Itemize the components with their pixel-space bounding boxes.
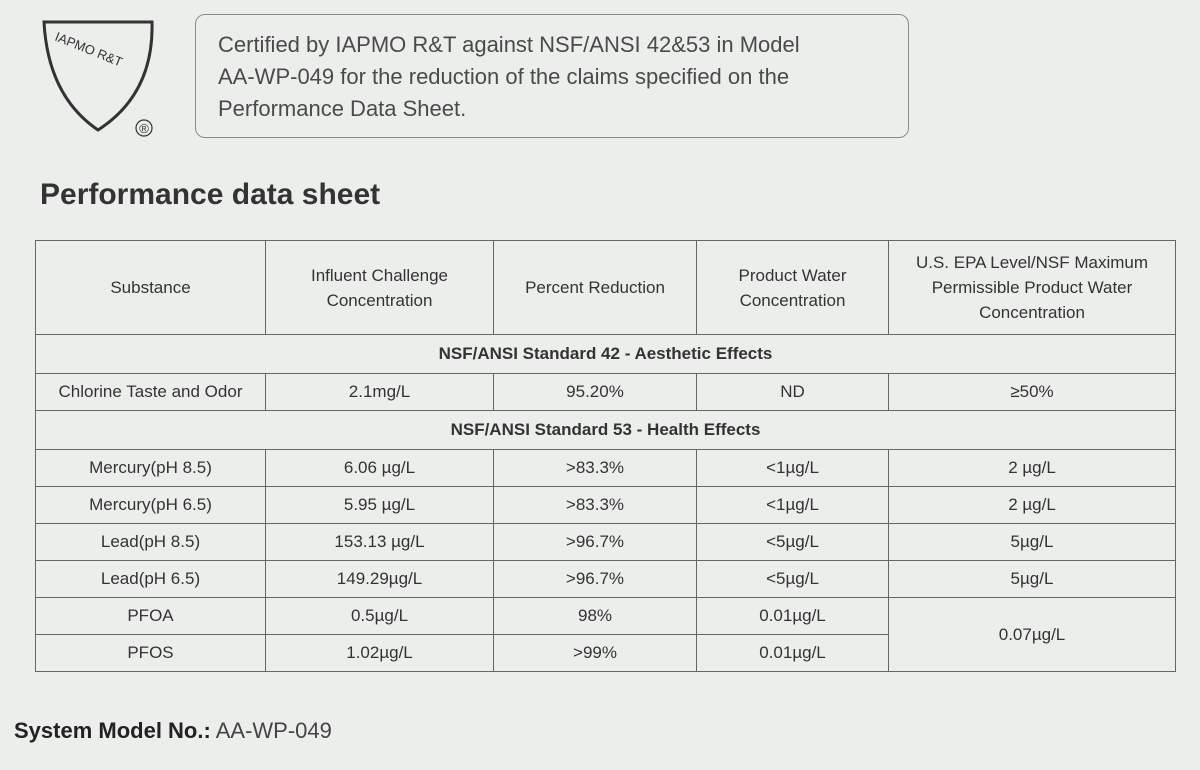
cell: >83.3% [493,486,697,524]
cell: Mercury(pH 6.5) [35,486,266,524]
column-header: Substance [35,240,266,335]
performance-table: Substance Influent Challenge Concentratio… [35,240,1176,672]
cell: 0.07µg/L [888,597,1176,672]
certification-line: Performance Data Sheet. [218,96,467,121]
cell: PFOS [35,634,266,672]
footer-label: System Model No.: [14,718,211,743]
cell: 5.95 µg/L [265,486,494,524]
cell: PFOA [35,597,266,635]
header-row: Substance Influent Challenge Concentratio… [35,240,1176,335]
cell: Mercury(pH 8.5) [35,449,266,487]
cell: 5µg/L [888,523,1176,561]
logo: IAPMO R&T ® [42,20,154,137]
cell: Chlorine Taste and Odor [35,373,266,411]
cell: <5µg/L [696,560,889,598]
column-header: Product Water Concentration [696,240,889,335]
cell: Lead(pH 8.5) [35,523,266,561]
cell: 95.20% [493,373,697,411]
title: Performance data sheet [40,178,381,211]
registered-mark: ® [139,121,149,136]
cell: 2.1mg/L [265,373,494,411]
cell: 0.01µg/L [696,597,889,635]
cell: ≥50% [888,373,1176,411]
cell: 0.5µg/L [265,597,494,635]
cell: 2 µg/L [888,486,1176,524]
cell: 1.02µg/L [265,634,494,672]
logo-text: IAPMO R&T [53,29,125,70]
certification-line: AA-WP-049 for the reduction of the claim… [218,64,790,89]
cell: 153.13 µg/L [265,523,494,561]
section-row: NSF/ANSI Standard 42 - Aesthetic Effects [35,334,1176,374]
registered-circle [135,119,153,137]
cell: <1µg/L [696,449,889,487]
footer-value: AA-WP-049 [215,718,332,743]
footer: System Model No.: AA-WP-049 [14,718,332,744]
data-row: Mercury(pH 6.5) 5.95 µg/L >83.3% <1µg/L 2 µg… [35,486,1176,524]
certification-line: Certified by IAPMO R&T against NSF/ANSI … [218,32,800,57]
column-header: Influent Challenge Concentration [265,240,494,335]
cell: 2 µg/L [888,449,1176,487]
cell: >99% [493,634,697,672]
data-row: Mercury(pH 8.5) 6.06 µg/L >83.3% <1µg/L 2 µg… [35,449,1176,487]
data-row: Lead(pH 8.5) 153.13 µg/L >96.7% <5µg/L 5µg/L [35,523,1176,561]
shield [42,20,154,132]
cell: <5µg/L [696,523,889,561]
table-body: NSF/ANSI Standard 42 - Aesthetic Effects… [35,334,1176,672]
cell: <1µg/L [696,486,889,524]
cell: 98% [493,597,697,635]
data-row: PFOA 0.5µg/L 98% 0.01µg/L 0.07µg/L [35,597,1176,672]
cell: 149.29µg/L [265,560,494,598]
cell: Lead(pH 6.5) [35,560,266,598]
column-header: U.S. EPA Level/NSF Maximum Permissible P… [888,240,1176,335]
cell: 6.06 µg/L [265,449,494,487]
cell: 0.01µg/L [696,634,889,672]
certification-box: Certified by IAPMO R&T against NSF/ANSI … [195,14,909,138]
cell: >96.7% [493,560,697,598]
section-row: NSF/ANSI Standard 53 - Health Effects [35,410,1176,450]
section-title: NSF/ANSI Standard 42 - Aesthetic Effects [35,334,1176,374]
data-row: Chlorine Taste and Odor 2.1mg/L 95.20% ND ≥5… [35,373,1176,411]
cell: 5µg/L [888,560,1176,598]
data-row: Lead(pH 6.5) 149.29µg/L >96.7% <5µg/L 5µg/L [35,560,1176,598]
column-header: Percent Reduction [493,240,697,335]
cell: >96.7% [493,523,697,561]
cell: >83.3% [493,449,697,487]
data-row: PFOS 1.02µg/L >99% 0.01µg/L [35,634,1176,672]
cell: ND [696,373,889,411]
section-title: NSF/ANSI Standard 53 - Health Effects [35,410,1176,450]
